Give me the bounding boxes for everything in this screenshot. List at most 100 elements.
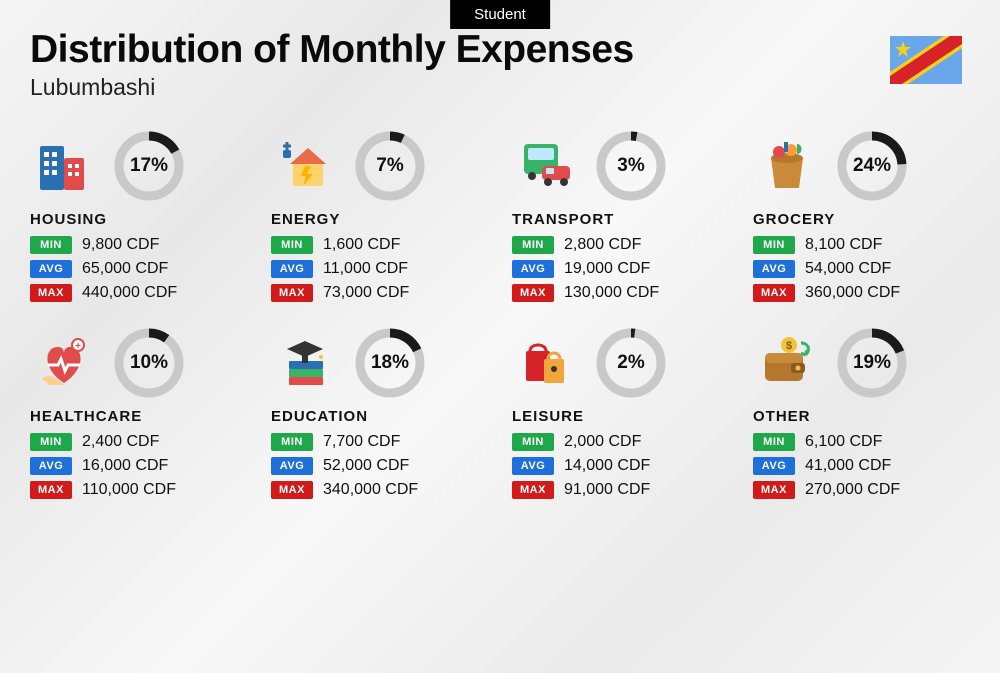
- category-card-leisure: 2% LEISURE MIN 2,000 CDF AVG 14,000 CDF MAX91,…: [512, 326, 729, 505]
- category-name: HEALTHCARE: [30, 408, 247, 425]
- donut-energy: 7%: [353, 129, 427, 203]
- flag-icon: [890, 36, 962, 84]
- stat-value: 2,000 CDF: [564, 433, 641, 451]
- stat-value: 130,000 CDF: [564, 284, 659, 302]
- stat-badge-avg: AVG: [753, 457, 795, 475]
- stat-value: 2,800 CDF: [564, 236, 641, 254]
- stat-badge-avg: AVG: [271, 457, 313, 475]
- category-card-grocery: 24% GROCERY MIN 8,100 CDF AVG54,000 CDF MAX 36…: [753, 129, 970, 308]
- stat-row-max: MAX340,000 CDF: [271, 481, 488, 499]
- pct-label: 17%: [112, 129, 186, 203]
- category-name: TRANSPORT: [512, 211, 729, 228]
- category-card-other: $19% OTHER MIN6,100 CDF AVG 41,000 CDF MAX 270…: [753, 326, 970, 505]
- stat-value: 41,000 CDF: [805, 457, 891, 475]
- stat-badge-min: MIN: [271, 236, 313, 254]
- stat-value: 65,000 CDF: [82, 260, 168, 278]
- header: Distribution of Monthly Expenses Lubumba…: [30, 0, 970, 101]
- svg-text:$: $: [786, 340, 792, 352]
- stat-value: 110,000 CDF: [82, 481, 176, 499]
- stat-badge-min: MIN: [30, 433, 72, 451]
- category-name: OTHER: [753, 408, 970, 425]
- stat-value: 7,700 CDF: [323, 433, 400, 451]
- category-name: GROCERY: [753, 211, 970, 228]
- energy-icon: [271, 132, 339, 200]
- pct-label: 10%: [112, 326, 186, 400]
- pct-label: 2%: [594, 326, 668, 400]
- stat-badge-avg: AVG: [30, 457, 72, 475]
- categories-grid: 17% HOUSING MIN 9,800 CDF AVG 65,000 CDF MAX 44…: [30, 129, 970, 505]
- stat-row-max: MAX 110,000 CDF: [30, 481, 247, 499]
- pct-label: 7%: [353, 129, 427, 203]
- stat-value: 14,000 CDF: [564, 457, 650, 475]
- stat-row-avg: AVG19,000 CDF: [512, 260, 729, 278]
- stat-row-avg: AVG 41,000 CDF: [753, 457, 970, 475]
- stat-value: 73,000 CDF: [323, 284, 409, 302]
- education-icon: [271, 329, 339, 397]
- stat-row-max: MAX 440,000 CDF: [30, 284, 247, 302]
- category-card-education: 18%EDUCATIONMIN7,700 CDFAVG52,000 CDFMAX…: [271, 326, 488, 505]
- stat-row-min: MIN 1,600 CDF: [271, 236, 488, 254]
- stat-value: 6,100 CDF: [805, 433, 882, 451]
- stat-row-avg: AVG 65,000 CDF: [30, 260, 247, 278]
- stat-badge-min: MIN: [512, 433, 554, 451]
- stat-row-max: MAX91,000 CDF: [512, 481, 729, 499]
- transport-icon: [512, 132, 580, 200]
- stat-value: 340,000 CDF: [323, 481, 418, 499]
- donut-other: 19%: [835, 326, 909, 400]
- stat-row-max: MAX 270,000 CDF: [753, 481, 970, 499]
- stat-row-max: MAX 130,000 CDF: [512, 284, 729, 302]
- stat-badge-min: MIN: [512, 236, 554, 254]
- pct-label: 3%: [594, 129, 668, 203]
- stat-row-avg: AVG 52,000 CDF: [271, 457, 488, 475]
- category-card-energy: 7%ENERGYMIN1,600 CDFAVG11,000 CDFMAX73,0…: [271, 129, 488, 308]
- stat-badge-max: MAX: [753, 284, 795, 302]
- svg-text:+: +: [75, 341, 81, 352]
- stat-value: 8,100 CDF: [805, 236, 882, 254]
- stat-row-min: MIN7,700 CDF: [271, 433, 488, 451]
- leisure-icon: [512, 329, 580, 397]
- stat-row-max: MAX 73,000 CDF: [271, 284, 488, 302]
- stat-badge-min: MIN: [30, 236, 72, 254]
- donut-leisure: 2%: [594, 326, 668, 400]
- stat-badge-max: MAX: [271, 284, 313, 302]
- stat-row-min: MIN 2,800 CDF: [512, 236, 729, 254]
- category-card-healthcare: +10% HEALTHCARE MIN 2,400 CDF AVG16,000 CDF M…: [30, 326, 247, 505]
- stat-value: 52,000 CDF: [323, 457, 409, 475]
- stat-badge-avg: AVG: [30, 260, 72, 278]
- pct-label: 24%: [835, 129, 909, 203]
- pct-label: 18%: [353, 326, 427, 400]
- stat-value: 440,000 CDF: [82, 284, 177, 302]
- stat-badge-avg: AVG: [753, 260, 795, 278]
- stat-badge-max: MAX: [30, 284, 72, 302]
- stat-badge-max: MAX: [512, 284, 554, 302]
- stat-value: 270,000 CDF: [805, 481, 900, 499]
- stat-row-avg: AVG16,000 CDF: [30, 457, 247, 475]
- stat-row-min: MIN 2,400 CDF: [30, 433, 247, 451]
- stat-row-min: MIN 9,800 CDF: [30, 236, 247, 254]
- stat-value: 360,000 CDF: [805, 284, 900, 302]
- stat-value: 91,000 CDF: [564, 481, 650, 499]
- grocery-icon: [753, 132, 821, 200]
- stat-row-max: MAX 360,000 CDF: [753, 284, 970, 302]
- stat-value: 9,800 CDF: [82, 236, 159, 254]
- stat-row-avg: AVG 11,000 CDF: [271, 260, 488, 278]
- stat-badge-max: MAX: [30, 481, 72, 499]
- other-icon: $: [753, 329, 821, 397]
- healthcare-icon: +: [30, 329, 98, 397]
- category-name: HOUSING: [30, 211, 247, 228]
- stat-badge-avg: AVG: [271, 260, 313, 278]
- stat-value: 11,000 CDF: [323, 260, 408, 278]
- stat-badge-avg: AVG: [512, 260, 554, 278]
- stat-row-avg: AVG54,000 CDF: [753, 260, 970, 278]
- stat-value: 2,400 CDF: [82, 433, 159, 451]
- stat-badge-avg: AVG: [512, 457, 554, 475]
- stat-row-min: MIN 2,000 CDF: [512, 433, 729, 451]
- donut-transport: 3%: [594, 129, 668, 203]
- stat-row-min: MIN6,100 CDF: [753, 433, 970, 451]
- category-name: LEISURE: [512, 408, 729, 425]
- stat-badge-min: MIN: [753, 236, 795, 254]
- donut-healthcare: 10%: [112, 326, 186, 400]
- stat-value: 1,600 CDF: [323, 236, 400, 254]
- pct-label: 19%: [835, 326, 909, 400]
- stat-badge-max: MAX: [753, 481, 795, 499]
